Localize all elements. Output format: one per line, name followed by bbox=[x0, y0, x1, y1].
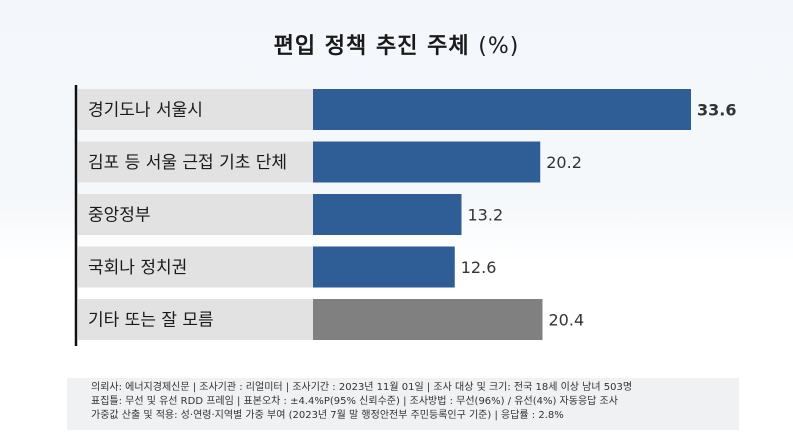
bar-chart: 경기도나 서울시 33.6 김포 등 서울 근접 기초 단체 20.2 중앙정부 13.2… bbox=[74, 85, 736, 346]
bar bbox=[313, 299, 543, 340]
category-label: 기타 또는 잘 모름 bbox=[88, 311, 214, 331]
category-label-background bbox=[78, 299, 314, 340]
category-label-background bbox=[78, 246, 314, 288]
category-label: 국회나 정치권 bbox=[88, 258, 187, 278]
footnote-line-3: 가중값 산출 및 적용: 성·연령·지역별 가중 부여 (2023년 7월 말 … bbox=[91, 410, 564, 421]
category-label-background bbox=[78, 194, 314, 235]
bar bbox=[313, 141, 541, 183]
bar bbox=[313, 89, 691, 130]
category-label: 김포 등 서울 근접 기초 단체 bbox=[88, 153, 287, 173]
footnote-line-1: 의뢰사: 에너지경제신문 | 조사기관 : 리얼미터 | 조사기간 : 2023… bbox=[91, 382, 633, 393]
category-label-background bbox=[78, 89, 314, 130]
chart-title-unit: (%) bbox=[478, 34, 520, 59]
bar-value-label: 12.6 bbox=[461, 258, 497, 277]
category-label-background bbox=[78, 141, 314, 183]
bar-value-label: 20.2 bbox=[546, 153, 582, 172]
bar-value-label: 33.6 bbox=[697, 101, 736, 120]
bar-value-label: 20.4 bbox=[549, 311, 585, 330]
bar-value-label: 13.2 bbox=[468, 206, 504, 225]
bar bbox=[313, 246, 455, 288]
category-label: 경기도나 서울시 bbox=[88, 101, 203, 121]
chart-title: 편입 정책 추진 주체 (%) bbox=[0, 28, 793, 60]
category-label: 중앙정부 bbox=[88, 206, 151, 226]
footnote-line-2: 표집틀: 무선 및 유선 RDD 프레임 | 표본오차 : ±4.4%P(95%… bbox=[91, 396, 618, 407]
bar bbox=[313, 194, 462, 235]
survey-footnote: 의뢰사: 에너지경제신문 | 조사기관 : 리얼미터 | 조사기간 : 2023… bbox=[67, 378, 739, 430]
chart-title-text: 편입 정책 추진 주체 bbox=[273, 34, 470, 59]
